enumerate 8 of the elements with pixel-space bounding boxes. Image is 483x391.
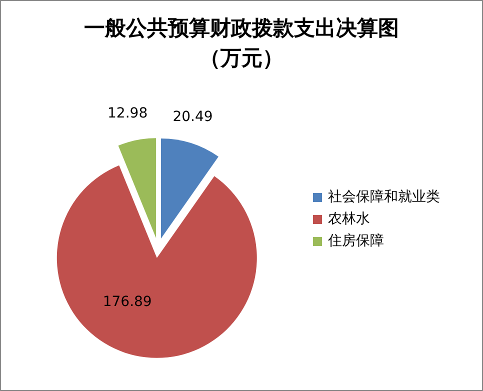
chart-subtitle: （万元） — [198, 45, 284, 72]
data-label: 12.98 — [108, 105, 148, 122]
legend-label: 社会保障和就业类 — [328, 188, 440, 207]
legend-label: 农林水 — [328, 210, 370, 229]
data-label: 20.49 — [172, 109, 213, 126]
data-label: 176.89 — [102, 294, 152, 310]
chart-title: 一般公共预算财政拨款支出决算图 — [83, 15, 400, 42]
legend-label: 住房保障 — [328, 232, 384, 251]
